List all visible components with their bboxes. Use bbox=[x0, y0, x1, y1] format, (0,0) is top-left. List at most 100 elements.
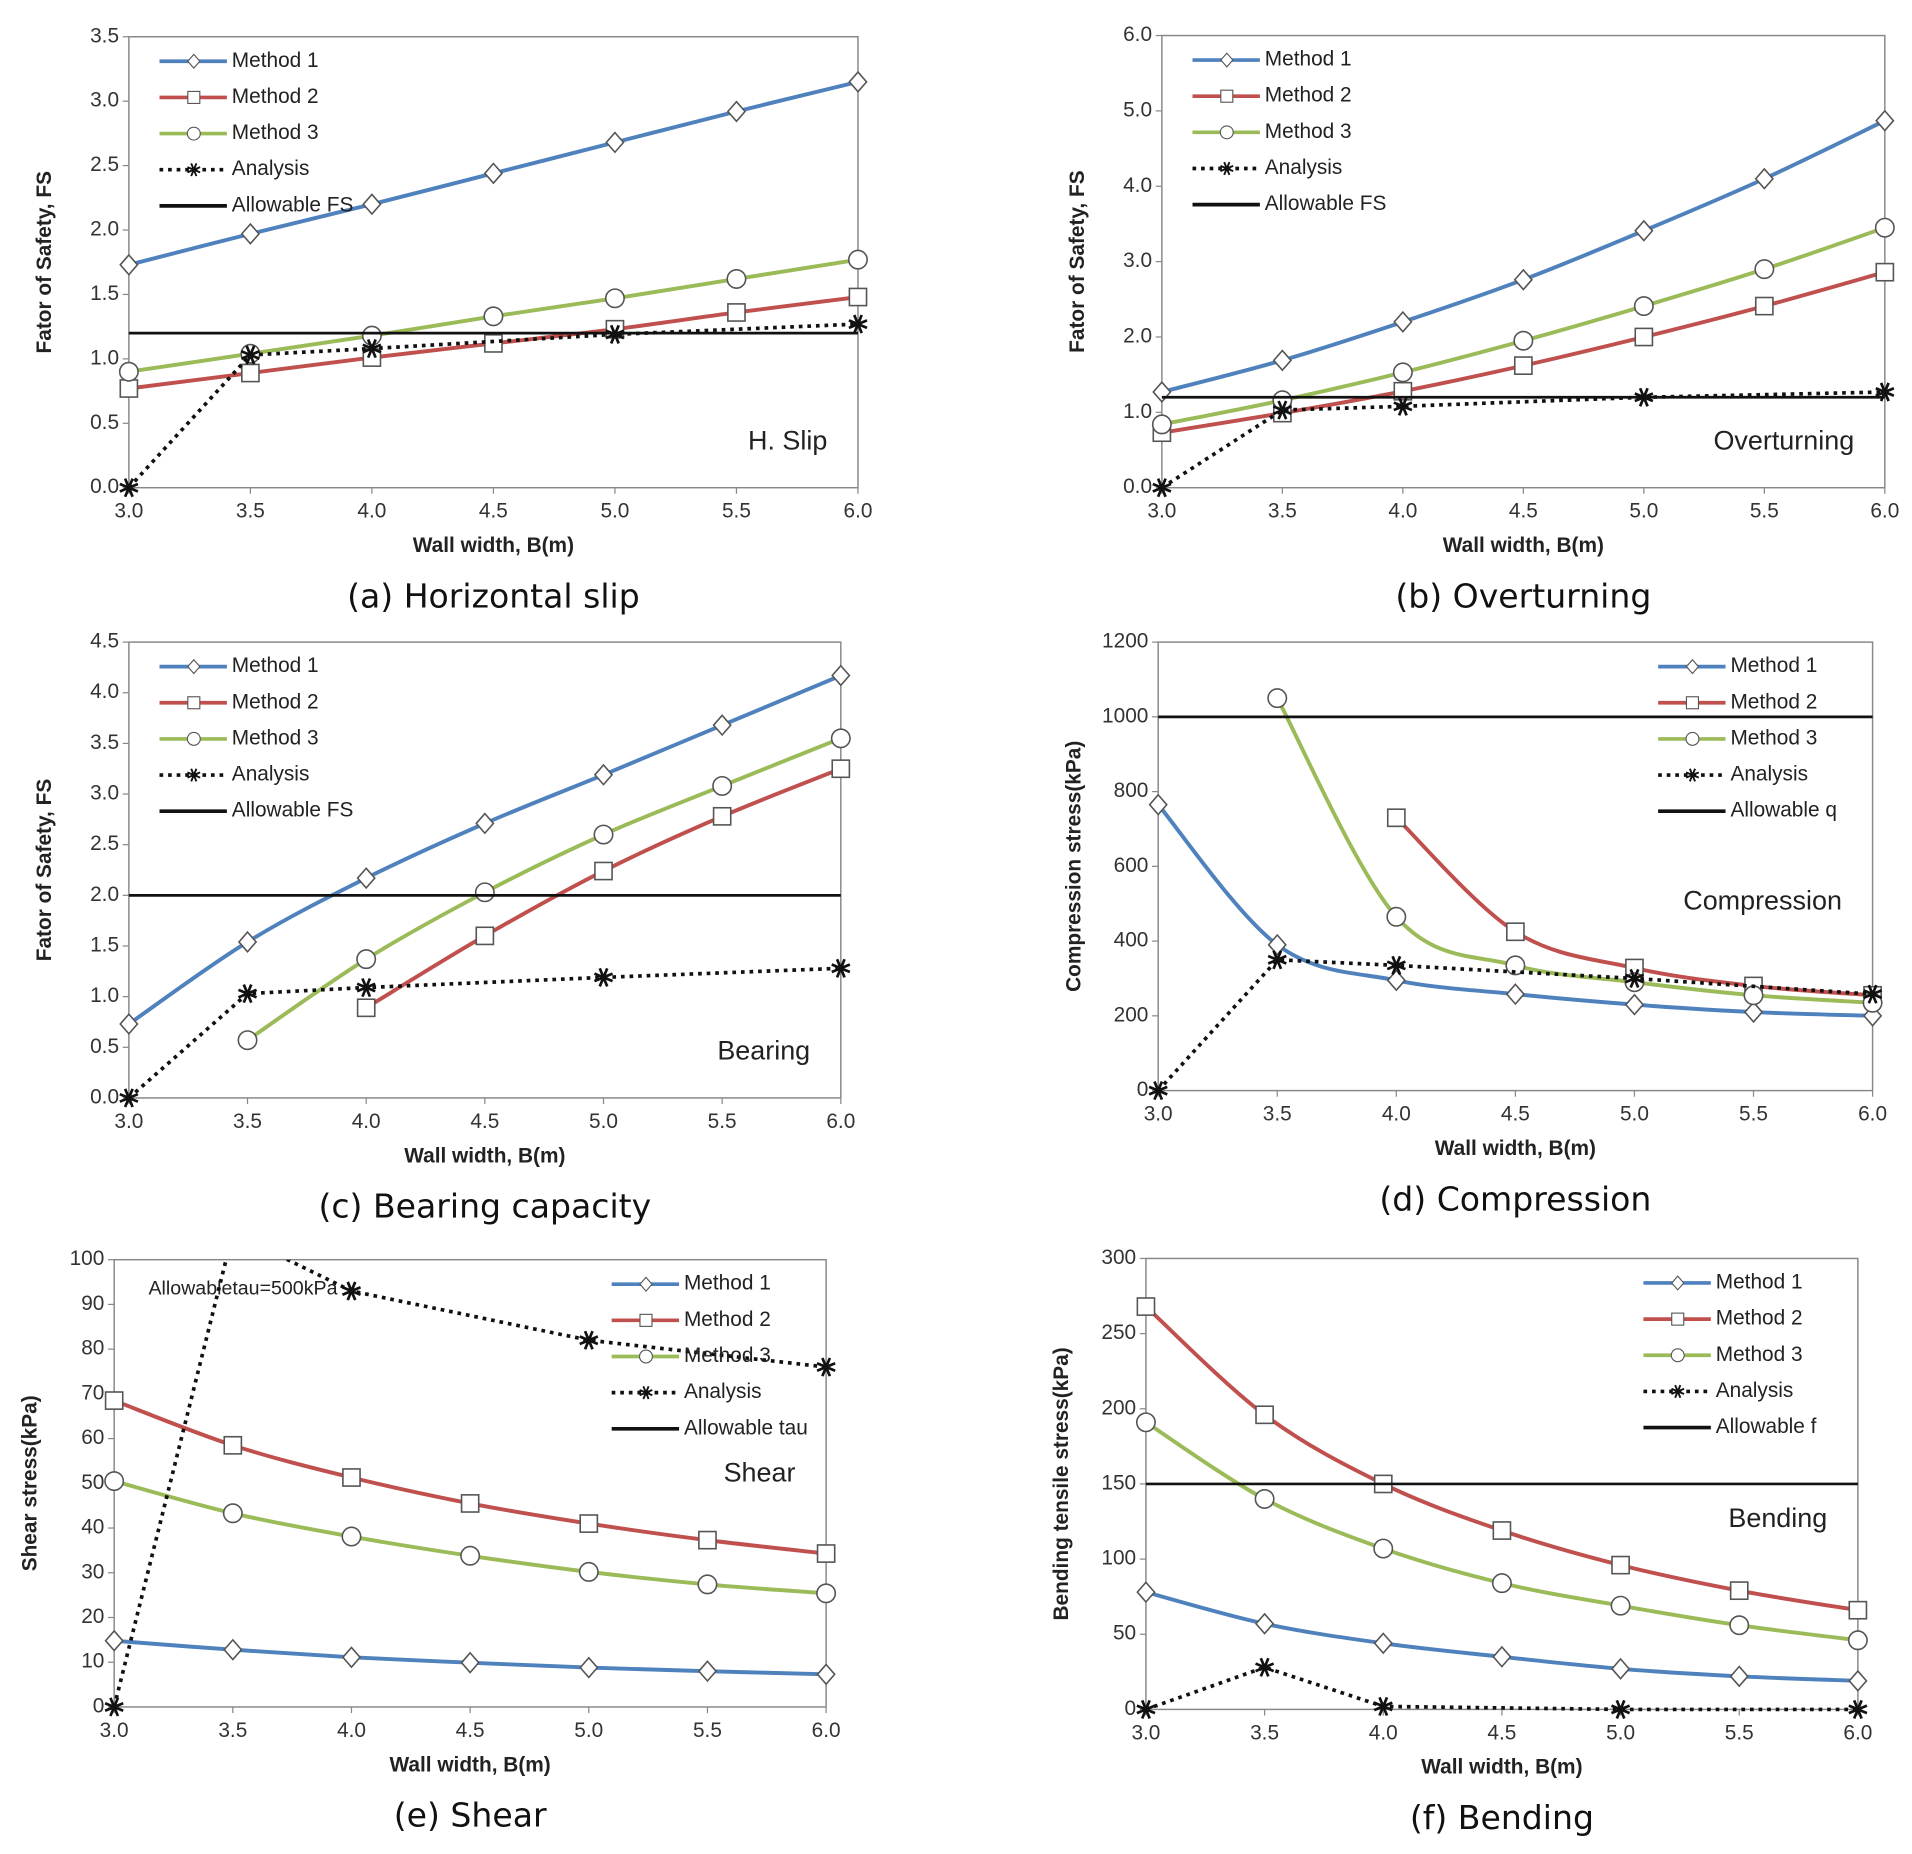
panel-label: Bearing bbox=[717, 1035, 810, 1065]
marker bbox=[847, 249, 868, 270]
x-tick-label: 3.5 bbox=[1263, 1103, 1292, 1126]
legend-label: Analysis bbox=[684, 1380, 762, 1403]
x-tick-label: 3.0 bbox=[1131, 1721, 1160, 1744]
x-tick-label: 3.0 bbox=[114, 500, 143, 523]
y-tick-label: 2.5 bbox=[90, 832, 119, 855]
y-tick-label: 3.0 bbox=[1123, 249, 1152, 272]
marker bbox=[816, 1357, 836, 1377]
y-tick-label: 0 bbox=[93, 1694, 105, 1717]
legend-marker bbox=[187, 53, 201, 69]
x-tick-label: 6.0 bbox=[812, 1719, 841, 1742]
marker bbox=[1393, 396, 1413, 416]
caption: (a) Horizontal slip bbox=[347, 576, 640, 615]
x-tick-label: 4.5 bbox=[1501, 1103, 1530, 1126]
x-tick-label: 5.0 bbox=[600, 500, 629, 523]
marker bbox=[579, 1330, 599, 1350]
marker bbox=[831, 759, 851, 779]
y-tick-label: 800 bbox=[1114, 779, 1149, 802]
legend-marker bbox=[639, 1276, 653, 1292]
marker bbox=[240, 222, 261, 245]
marker bbox=[1373, 1538, 1394, 1559]
marker bbox=[1610, 1699, 1631, 1719]
marker bbox=[830, 728, 851, 749]
x-tick-label: 3.5 bbox=[218, 1719, 247, 1742]
x-tick-label: 6.0 bbox=[1858, 1103, 1887, 1126]
marker bbox=[118, 361, 139, 382]
marker bbox=[342, 1468, 361, 1487]
y-tick-label: 50 bbox=[1113, 1622, 1136, 1645]
marker bbox=[1136, 1699, 1156, 1719]
legend-label: Method 2 bbox=[1265, 84, 1352, 107]
y-tick-label: 100 bbox=[70, 1247, 105, 1270]
marker bbox=[712, 775, 733, 796]
marker bbox=[341, 1281, 362, 1301]
marker bbox=[816, 1663, 836, 1686]
legend-label: Analysis bbox=[1716, 1379, 1794, 1402]
legend-marker bbox=[639, 1313, 653, 1327]
marker bbox=[460, 1494, 480, 1513]
marker bbox=[341, 1646, 362, 1669]
legend-label: Method 3 bbox=[684, 1344, 771, 1367]
x-tick-label: 3.0 bbox=[100, 1719, 129, 1742]
marker bbox=[594, 861, 613, 881]
marker bbox=[1254, 1612, 1275, 1635]
x-tick-label: 4.5 bbox=[479, 500, 508, 523]
legend-marker bbox=[1220, 52, 1234, 68]
legend-label: Analysis bbox=[232, 157, 310, 180]
y-tick-label: 250 bbox=[1101, 1321, 1136, 1344]
legend-label: Allowable FS bbox=[1265, 192, 1387, 215]
chart-panel: 0.0 1.0 2.0 3.0 4.0 5.0 6.0 3.0 3.5 4.0 4.5 5.0 5.5 6… bbox=[1066, 23, 1899, 615]
legend-label: Method 1 bbox=[232, 49, 319, 72]
y-tick-label: 0.5 bbox=[90, 1035, 119, 1058]
marker bbox=[1255, 1657, 1275, 1677]
x-tick-label: 5.0 bbox=[1606, 1721, 1635, 1744]
marker bbox=[1624, 968, 1645, 989]
marker bbox=[119, 478, 139, 498]
x-axis-title: Wall width, B(m) bbox=[1435, 1137, 1596, 1160]
marker bbox=[1754, 259, 1775, 280]
y-tick-label: 20 bbox=[81, 1605, 104, 1628]
marker bbox=[1506, 922, 1525, 942]
marker bbox=[605, 131, 625, 154]
marker bbox=[1743, 985, 1764, 1006]
legend-marker bbox=[1685, 658, 1700, 675]
legend-label: Allowable FS bbox=[232, 193, 354, 216]
marker bbox=[1848, 1669, 1868, 1692]
x-axis-title: Wall width, B(m) bbox=[1421, 1756, 1582, 1779]
marker bbox=[816, 1544, 836, 1563]
y-tick-label: 40 bbox=[81, 1516, 104, 1539]
legend-label: Method 3 bbox=[1716, 1343, 1803, 1366]
legend-marker bbox=[1670, 1348, 1685, 1363]
marker bbox=[578, 1561, 599, 1582]
marker bbox=[579, 1514, 599, 1533]
legend-marker bbox=[1685, 768, 1700, 782]
y-tick-label: 5.0 bbox=[1123, 98, 1152, 121]
marker bbox=[237, 984, 258, 1004]
chart-panel: 0.0 0.5 1.0 1.5 2.0 2.5 3.0 3.5 4.0 4.5 3.0 3.5 4.0 4… bbox=[33, 630, 855, 1226]
y-tick-label: 300 bbox=[1101, 1246, 1136, 1269]
marker bbox=[483, 306, 504, 327]
marker bbox=[240, 345, 260, 365]
legend-marker bbox=[187, 90, 201, 104]
legend-marker bbox=[187, 696, 201, 710]
legend-label: Method 3 bbox=[232, 726, 319, 749]
marker bbox=[1148, 793, 1168, 816]
legend-label: Allowable f bbox=[1716, 1415, 1817, 1438]
y-tick-label: 1.0 bbox=[90, 984, 119, 1007]
y-tick-label: 150 bbox=[1101, 1471, 1136, 1494]
y-axis-title: Shear stress(kPa) bbox=[18, 1395, 41, 1571]
caption: (f) Bending bbox=[1410, 1798, 1594, 1837]
marker bbox=[1633, 296, 1654, 317]
legend-marker bbox=[1671, 1312, 1685, 1326]
x-tick-label: 5.0 bbox=[574, 1719, 603, 1742]
x-tick-label: 4.0 bbox=[337, 1719, 366, 1742]
marker bbox=[237, 1030, 258, 1051]
x-tick-label: 5.5 bbox=[722, 500, 751, 523]
legend-marker bbox=[186, 126, 201, 141]
y-tick-label: 2.0 bbox=[90, 883, 119, 906]
marker bbox=[119, 1088, 139, 1108]
y-tick-label: 2.0 bbox=[90, 218, 119, 241]
y-axis-title: Fator of Safety, FS bbox=[1066, 170, 1089, 353]
marker bbox=[1513, 330, 1534, 351]
marker bbox=[1272, 349, 1292, 372]
